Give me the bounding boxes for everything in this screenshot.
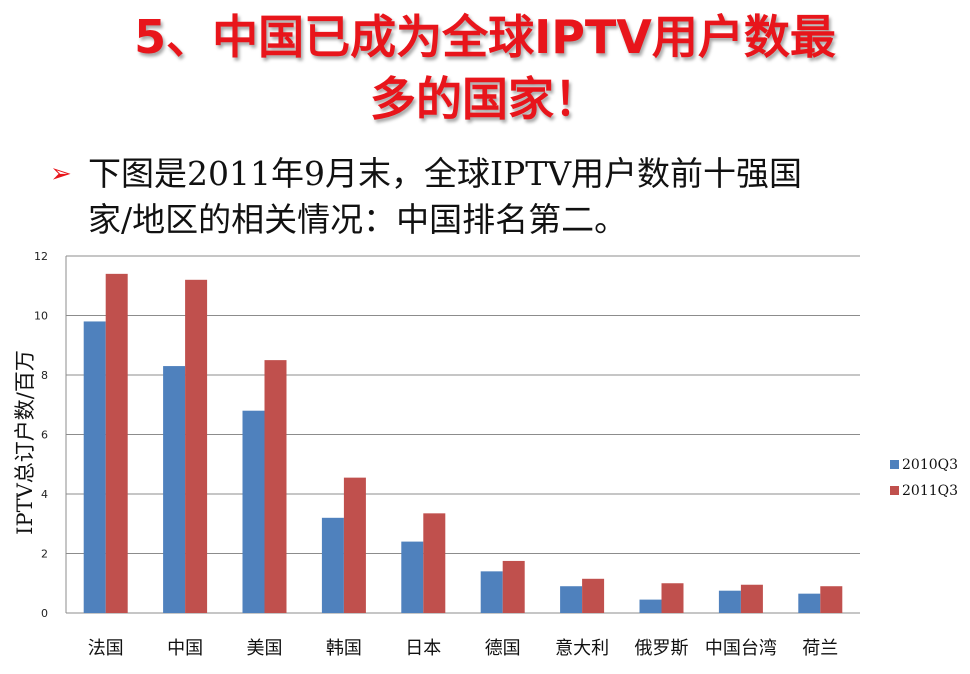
x-tick-label: 日本 bbox=[405, 638, 441, 659]
bar-2010Q3 bbox=[242, 410, 265, 613]
legend-label: 2011Q3 bbox=[902, 483, 958, 499]
x-tick-label: 中国台湾 bbox=[705, 638, 777, 659]
bar-2011Q3 bbox=[264, 360, 287, 613]
bullet-line-2: 家/地区的相关情况：中国排名第二。 bbox=[88, 200, 628, 239]
bar-2010Q3 bbox=[83, 321, 106, 613]
x-tick-label: 美国 bbox=[247, 638, 283, 659]
bar-2010Q3 bbox=[718, 590, 741, 613]
bullet-line-1: 下图是2011年9月末，全球IPTV用户数前十强国 bbox=[88, 154, 803, 193]
x-tick-label: 意大利 bbox=[555, 638, 609, 659]
bar-2011Q3 bbox=[502, 560, 525, 613]
bar-2011Q3 bbox=[582, 578, 605, 613]
bar-2011Q3 bbox=[185, 279, 208, 613]
bar-2010Q3 bbox=[163, 366, 186, 613]
arrow-bullet-icon: ➢ bbox=[50, 159, 72, 189]
bar-2010Q3 bbox=[639, 599, 662, 613]
bar-chart: 0 2 4 6 8 10 12 法国 中国 美国 韩国 日本 德国 意大利 俄罗斯 中国台湾 荷兰 IPTV总订户… bbox=[13, 250, 958, 659]
slide-title-line-1: 5、中国已成为全球IPTV用户数最 bbox=[134, 10, 836, 64]
bar-2011Q3 bbox=[740, 584, 763, 613]
y-tick-label: 12 bbox=[34, 250, 48, 263]
bar-2011Q3 bbox=[820, 586, 843, 613]
legend-label: 2010Q3 bbox=[902, 457, 958, 473]
y-tick-label: 6 bbox=[41, 429, 48, 442]
x-tick-label: 法国 bbox=[88, 638, 124, 659]
x-tick-label: 俄罗斯 bbox=[635, 638, 689, 659]
x-tick-label: 中国 bbox=[167, 638, 203, 659]
y-tick-label: 10 bbox=[34, 310, 48, 323]
x-tick-label: 荷兰 bbox=[802, 638, 838, 659]
y-tick-label: 8 bbox=[41, 369, 48, 382]
x-tick-label: 德国 bbox=[485, 638, 521, 659]
bar-2010Q3 bbox=[798, 593, 821, 613]
y-tick-label: 4 bbox=[41, 488, 48, 501]
slide-title-line-2: 多的国家！ bbox=[370, 72, 600, 126]
y-tick-label: 0 bbox=[41, 607, 48, 620]
bar-2010Q3 bbox=[401, 541, 424, 613]
bar-2011Q3 bbox=[661, 583, 684, 613]
y-axis-title: IPTV总订户数/百万 bbox=[13, 350, 37, 535]
bar-2011Q3 bbox=[343, 477, 366, 613]
y-tick-label: 2 bbox=[41, 548, 48, 561]
bar-2010Q3 bbox=[560, 586, 583, 613]
bar-2010Q3 bbox=[321, 517, 344, 613]
legend-swatch bbox=[890, 460, 899, 469]
bar-2011Q3 bbox=[423, 513, 446, 613]
legend-swatch bbox=[890, 486, 899, 495]
x-tick-label: 韩国 bbox=[326, 638, 362, 659]
bar-2011Q3 bbox=[105, 273, 128, 613]
bar-2010Q3 bbox=[480, 571, 503, 613]
